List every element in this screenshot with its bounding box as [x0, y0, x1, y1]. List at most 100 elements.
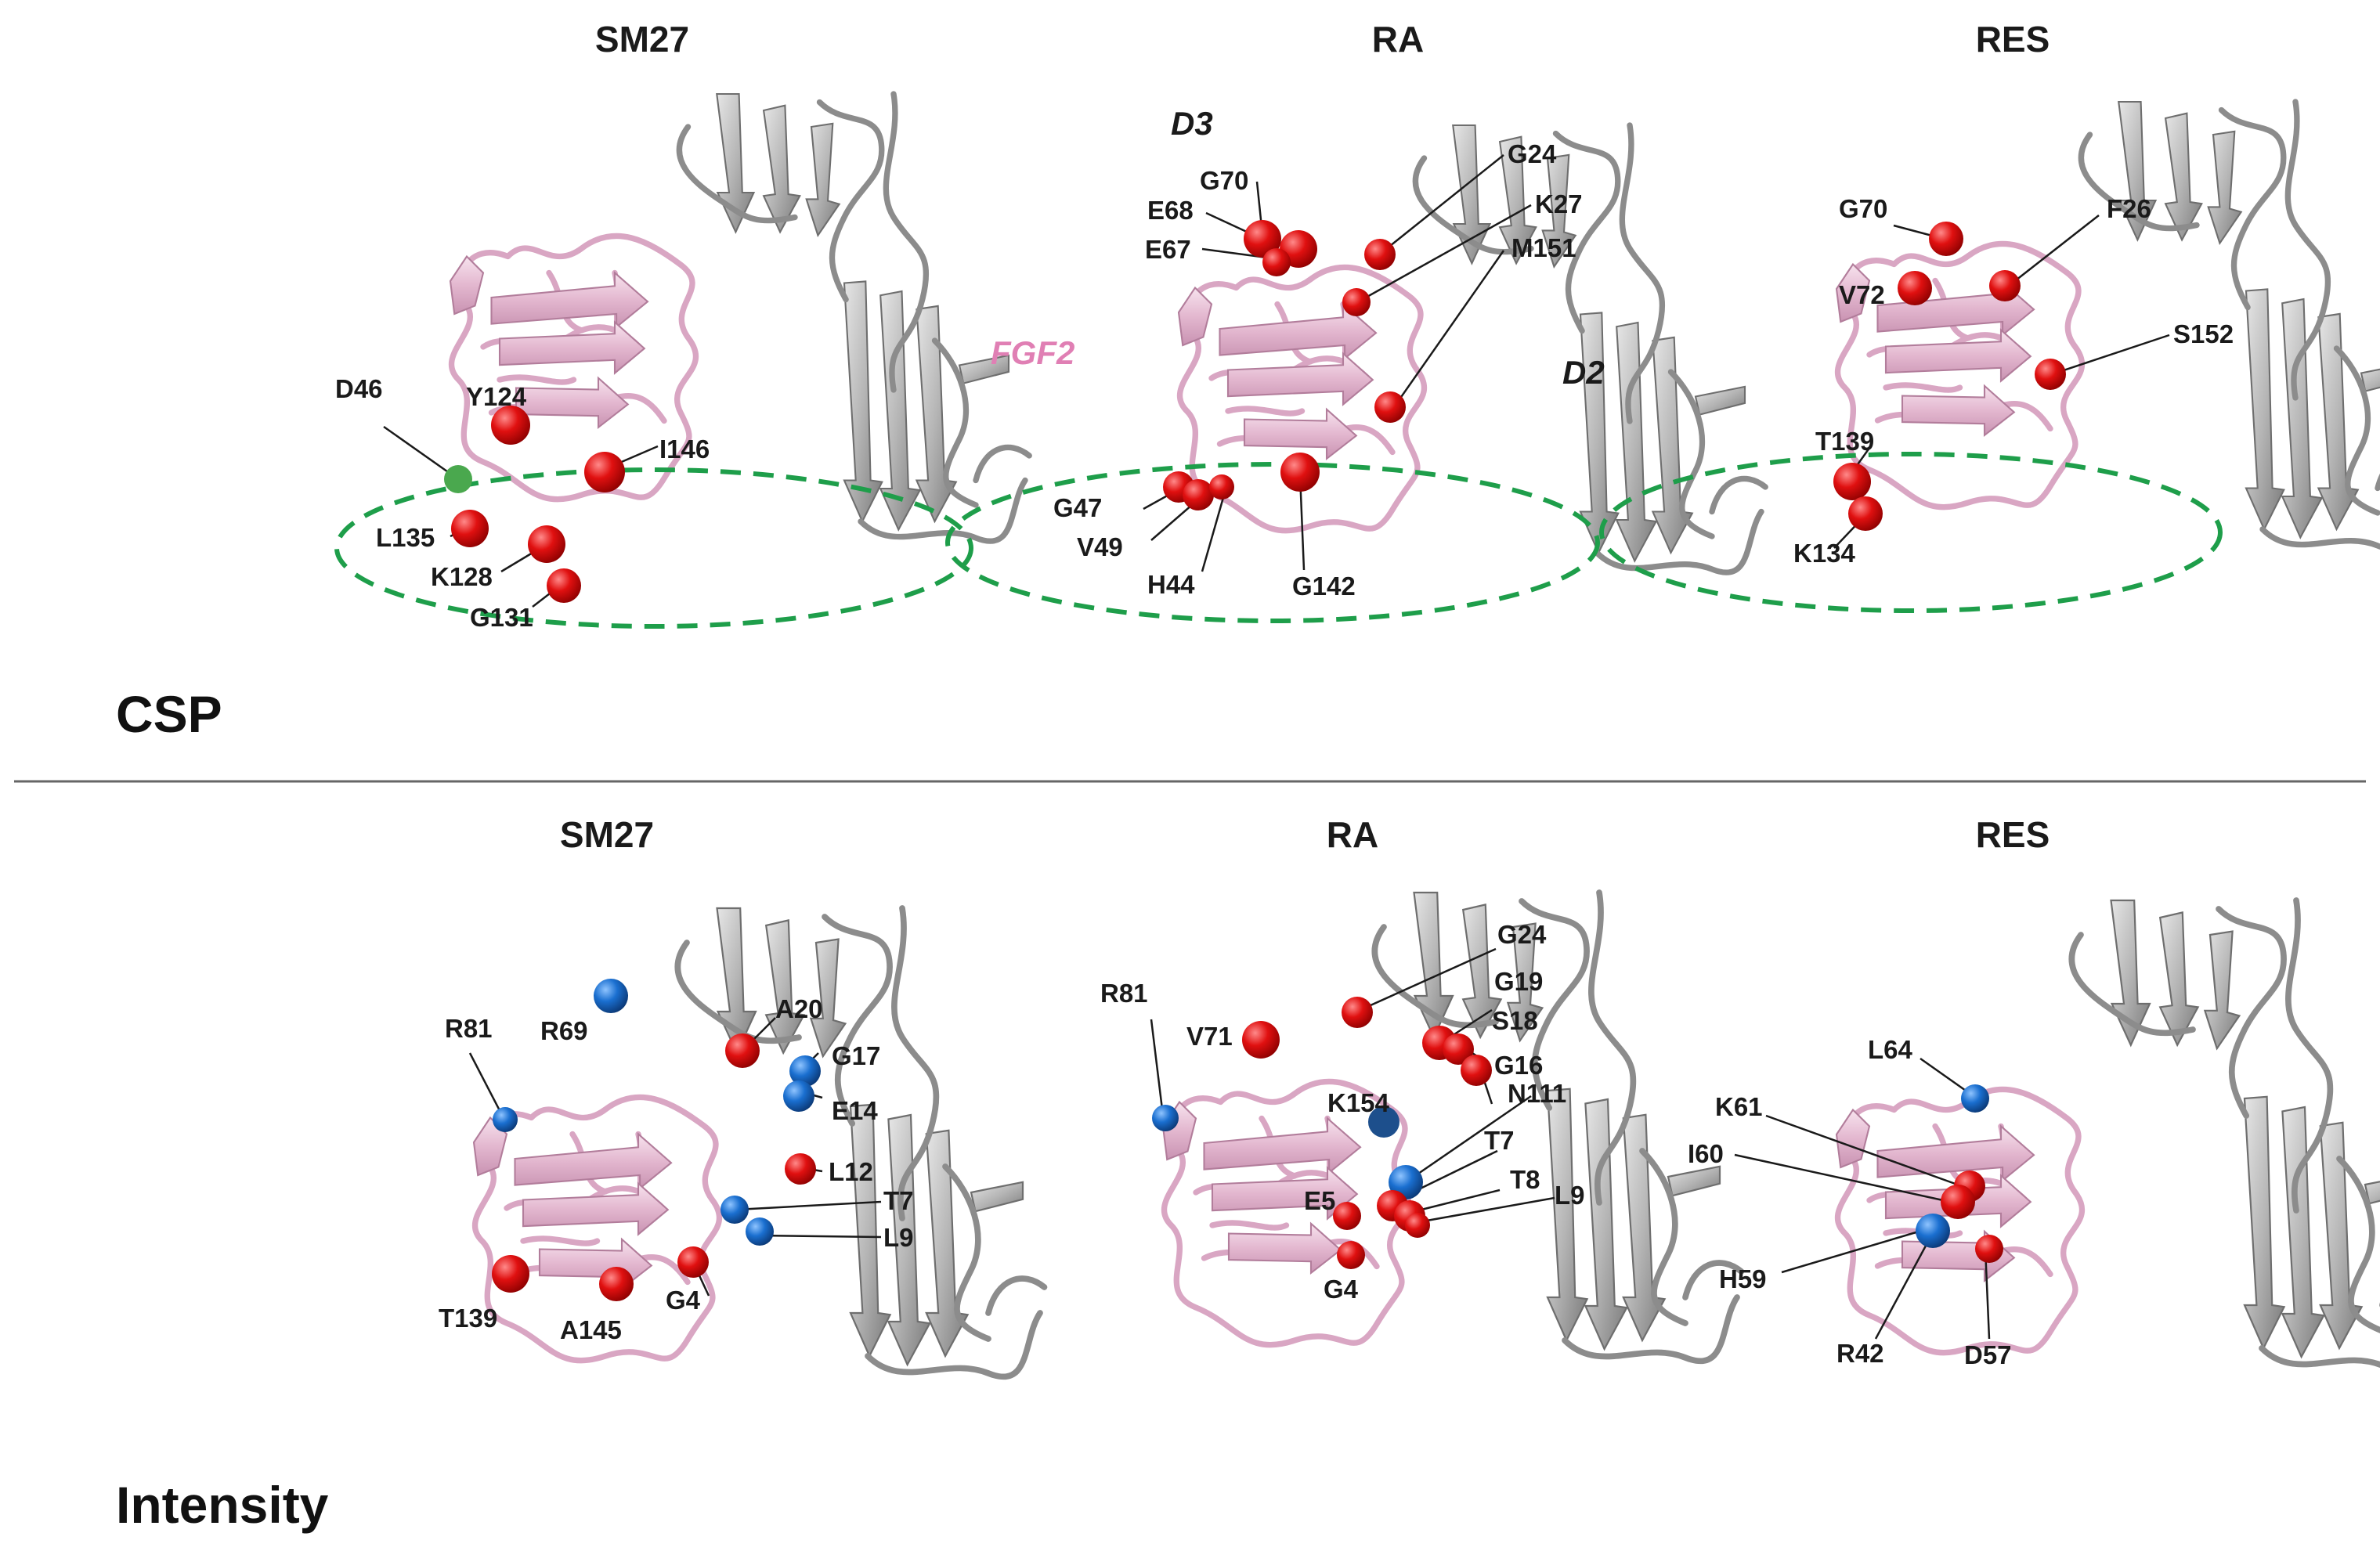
residue-label: M151 [1511, 233, 1576, 262]
residue-sphere [2035, 359, 2066, 390]
residue-label: R42 [1836, 1339, 1884, 1368]
residue-sphere [1975, 1235, 2003, 1263]
residue-sphere [1929, 222, 1963, 256]
residue-label: L9 [883, 1223, 914, 1252]
residue-label: N111 [1508, 1079, 1566, 1108]
residue-sphere [1405, 1213, 1430, 1238]
residue-label: E5 [1304, 1186, 1335, 1215]
residue-sphere [493, 1107, 518, 1132]
panel-title: RES [1976, 19, 2050, 60]
residue-label: R81 [1100, 979, 1148, 1008]
residue-label: G70 [1200, 166, 1248, 195]
residue-sphere [1898, 271, 1932, 305]
residue-label: I60 [1688, 1139, 1724, 1168]
residue-label: K61 [1715, 1092, 1763, 1121]
intensity-panel-res: RES L64 K61 [1688, 814, 2380, 1369]
domain-label-d3: D3 [1171, 105, 1213, 142]
residue-sphere [1183, 479, 1214, 510]
residue-label: A145 [560, 1315, 622, 1344]
residue-sphere [1443, 1033, 1474, 1065]
residue-labels: L64 K61 I60 H59 R42 D57 [1688, 1035, 2012, 1369]
domain-label-fgf2: FGF2 [991, 334, 1074, 371]
residue-sphere [1280, 453, 1320, 492]
residue-label: H59 [1719, 1264, 1767, 1293]
residue-label: H44 [1147, 570, 1195, 599]
residue-sphere [1342, 997, 1373, 1028]
residue-sphere [547, 568, 581, 603]
protein-structure [1179, 125, 1765, 572]
panel-title: RA [1327, 814, 1378, 855]
residue-sphere [599, 1267, 634, 1301]
residue-label: S152 [2173, 319, 2234, 348]
residue-spheres [1152, 997, 1492, 1269]
residue-sphere [1941, 1185, 1975, 1219]
residue-label: G70 [1839, 194, 1887, 223]
leader-lines [1143, 154, 1532, 572]
protein-structure [474, 908, 1045, 1376]
binding-site-oval [945, 462, 1600, 623]
residue-label: D57 [1964, 1340, 2012, 1369]
residue-sphere [746, 1217, 774, 1246]
residue-sphere [491, 406, 530, 445]
residue-label: L135 [376, 523, 435, 552]
residue-label: G24 [1508, 139, 1557, 168]
residue-label: S18 [1492, 1006, 1538, 1035]
residue-label: E68 [1147, 196, 1194, 225]
residue-sphere [584, 452, 625, 492]
residue-label: A20 [775, 994, 823, 1023]
binding-site-oval [1599, 452, 2223, 613]
residue-label: T8 [1510, 1165, 1540, 1194]
residue-labels: G70 F26 V72 S152 T139 K134 [1793, 194, 2234, 568]
residue-sphere [1244, 220, 1281, 258]
panel-title: RA [1372, 19, 1424, 60]
protein-structure [1836, 102, 2380, 549]
residue-label: E14 [832, 1096, 878, 1125]
residue-sphere [1209, 474, 1234, 500]
residue-label: L64 [1868, 1035, 1913, 1064]
residue-spheres [492, 979, 821, 1301]
leader-lines [383, 425, 659, 608]
residue-labels: G24 R81 G19 V71 S18 G16 K154 N111 T7 T8 … [1100, 920, 1585, 1304]
residue-label: G24 [1497, 920, 1547, 949]
csp-panel-ra: RA D3 D2 FGF2 [945, 19, 1765, 623]
residue-label: R69 [540, 1016, 588, 1045]
panel-title: SM27 [595, 19, 689, 60]
residue-labels: G70 E68 E67 G24 K27 M151 G47 V49 H44 G14… [1053, 139, 1583, 601]
residue-sphere [1961, 1084, 1989, 1113]
residue-labels: R81 R69 A20 G17 E14 L12 T7 L9 T139 A145 … [439, 994, 914, 1344]
residue-sphere [1461, 1055, 1492, 1086]
row-label-csp: CSP [116, 685, 222, 743]
residue-sphere [1368, 1106, 1399, 1138]
residue-labels: D46 Y124 I146 L135 K128 G131 [335, 374, 710, 632]
residue-label: V49 [1077, 532, 1123, 561]
residue-sphere [444, 465, 472, 493]
residue-label: G19 [1494, 967, 1543, 996]
residue-label: K27 [1535, 189, 1583, 218]
residue-label: T7 [1484, 1126, 1515, 1155]
residue-label: E67 [1145, 235, 1191, 264]
residue-spheres [444, 406, 625, 603]
binding-site-oval [334, 467, 973, 629]
intensity-panel-ra: RA [1100, 814, 1742, 1361]
residue-label: K154 [1327, 1088, 1390, 1117]
intensity-row: SM27 [116, 814, 2380, 1534]
row-label-intensity: Intensity [116, 1476, 329, 1534]
residue-label: T139 [1815, 427, 1874, 456]
residue-label: G16 [1494, 1051, 1543, 1080]
residue-sphere [1342, 288, 1371, 316]
residue-sphere [492, 1255, 529, 1293]
leader-lines [1734, 1057, 1991, 1340]
residue-sphere [451, 510, 489, 547]
residue-sphere [725, 1033, 760, 1068]
residue-label: I146 [659, 435, 710, 463]
residue-label: Y124 [466, 382, 527, 411]
protein-structure [1163, 893, 1742, 1361]
residue-label: G4 [1324, 1275, 1359, 1304]
residue-label: T139 [439, 1304, 497, 1333]
residue-sphere [1337, 1241, 1365, 1269]
residue-label: V72 [1839, 280, 1885, 309]
residue-label: G17 [832, 1041, 880, 1070]
residue-label: G142 [1292, 572, 1356, 601]
residue-label: K128 [431, 562, 493, 591]
residue-label: G131 [470, 603, 533, 632]
